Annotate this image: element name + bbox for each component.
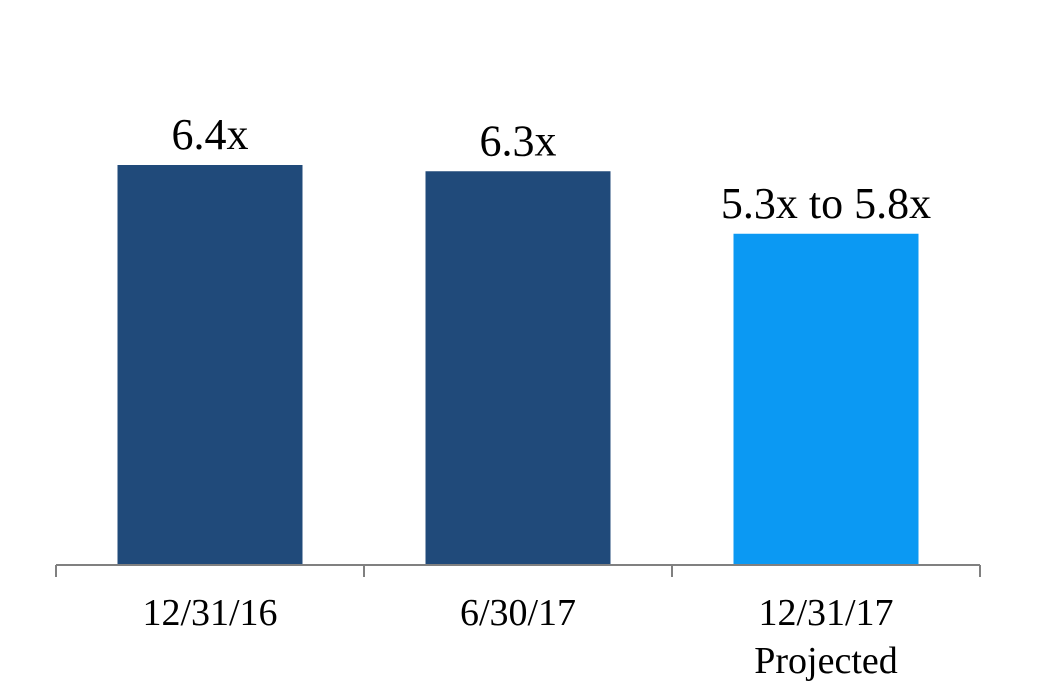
data-label-1: 6.4x (172, 110, 249, 159)
bar-1 (117, 165, 303, 565)
x-tick-label-2: 6/30/17 (460, 592, 576, 634)
x-tick-label-1: 12/31/16 (142, 592, 277, 634)
data-label-3: 5.3x to 5.8x (721, 179, 931, 228)
x-axis (55, 564, 981, 577)
bar-3 (733, 233, 919, 565)
bar-2 (425, 171, 611, 565)
bars-layer (117, 165, 919, 565)
x-tick-sublabel-3: Projected (754, 640, 898, 682)
data-label-2: 6.3x (480, 116, 557, 165)
labels-layer: 6.4x 12/31/16 6.3x 6/30/17 5.3x to 5.8x 12/31… (142, 110, 931, 682)
x-tick-label-3: 12/31/17 (758, 592, 893, 634)
